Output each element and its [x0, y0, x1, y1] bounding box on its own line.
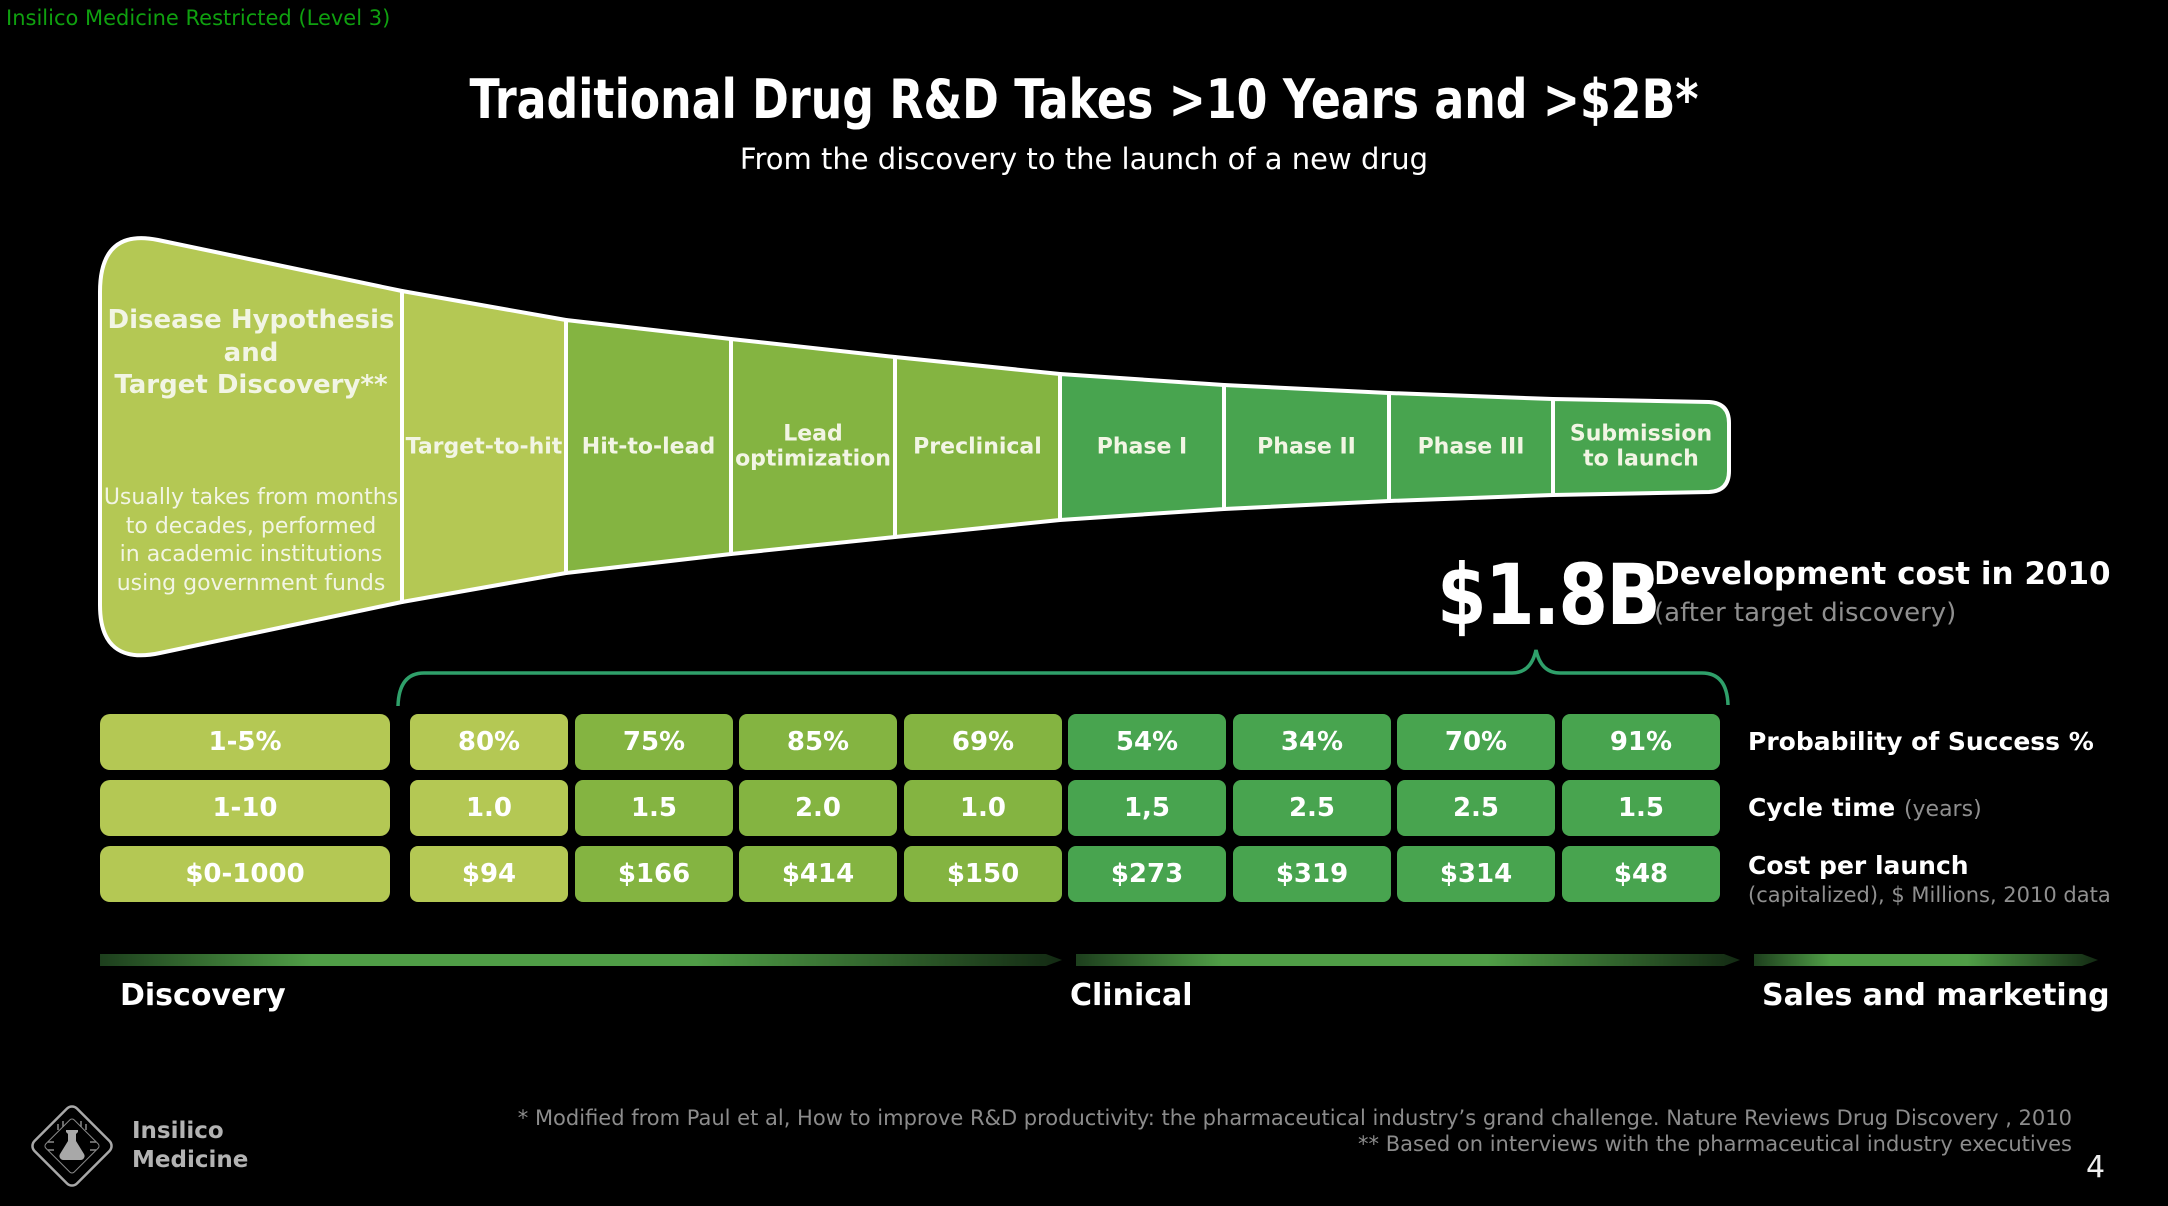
timeline-arrow-segment: [100, 954, 1062, 966]
funnel-segments: [400, 289, 1731, 604]
logo: Insilico Medicine: [24, 1098, 248, 1194]
funnel-stage-label: Target-to-hit: [405, 434, 563, 460]
row-label-text: Cost per launch: [1748, 851, 1969, 880]
timeline-label-sales: Sales and marketing: [1762, 978, 2110, 1013]
logo-text: Insilico Medicine: [132, 1117, 248, 1175]
logo-line-1: Insilico: [132, 1118, 224, 1145]
table-cell: 54%: [1068, 714, 1226, 770]
brace: [396, 649, 1730, 707]
table-cell: $273: [1068, 846, 1226, 902]
table-cell: $166: [575, 846, 733, 902]
table-cell: 70%: [1397, 714, 1555, 770]
funnel-segment: [1551, 397, 1731, 497]
page-title: Traditional Drug R&D Takes >10 Years and…: [469, 68, 1699, 131]
row-label-text: Probability of Success %: [1748, 727, 2094, 756]
logo-line-2: Medicine: [132, 1147, 249, 1173]
table-cell: 1.5: [575, 780, 733, 836]
timeline-label-clinical: Clinical: [1070, 978, 1193, 1013]
table-intro-cell: $0-1000: [100, 846, 390, 902]
funnel-stage-label: Phase I: [1096, 434, 1188, 460]
table-intro-cell: 1-10: [100, 780, 390, 836]
funnel-stage-label: Phase III: [1417, 434, 1525, 460]
funnel-intro-title: Disease Hypothesis and Target Discovery*…: [107, 305, 395, 400]
table-cell: 91%: [1562, 714, 1720, 770]
table-cell: 2.5: [1397, 780, 1555, 836]
page-number: 4: [2086, 1150, 2106, 1185]
table-cell: $150: [904, 846, 1062, 902]
table-cell: 1.0: [904, 780, 1062, 836]
table-cell: 75%: [575, 714, 733, 770]
timeline-arrow-segment: [1076, 954, 1740, 966]
funnel-intro-note: Usually takes from months to decades, pe…: [103, 485, 399, 596]
table-intro-cell: 1-5%: [100, 714, 390, 770]
table-cell: 34%: [1233, 714, 1391, 770]
funnel-stage-label: Lead optimization: [735, 421, 891, 472]
funnel-stage-label: Preclinical: [913, 434, 1042, 460]
row-label-suffix: (years): [1903, 797, 1982, 822]
funnel-intro-segment: [98, 236, 404, 658]
table-cell: 80%: [410, 714, 568, 770]
table-cell: $319: [1233, 846, 1391, 902]
funnel-stage-label: Submission to launch: [1569, 421, 1713, 472]
development-cost-amount: $1.8B: [1437, 546, 1661, 644]
development-cost-sublabel: (after target discovery): [1654, 598, 1957, 628]
table-cell: 2.5: [1233, 780, 1391, 836]
table-cell: $314: [1397, 846, 1555, 902]
funnel-stage-label: Hit-to-lead: [581, 434, 716, 460]
row-label-cost: Cost per launch (capitalized), $ Million…: [1748, 851, 2111, 907]
development-cost-label: Development cost in 2010: [1654, 556, 2111, 592]
row-label-text: Cycle time: [1748, 793, 1896, 822]
table-cell: 69%: [904, 714, 1062, 770]
timeline-arrow-segment: [1754, 954, 2098, 966]
table-cell: $414: [739, 846, 897, 902]
timeline-label-discovery: Discovery: [120, 978, 286, 1013]
footnote-1: * Modified from Paul et al, How to impro…: [517, 1106, 2072, 1130]
table-cell: $94: [410, 846, 568, 902]
funnel-stage-label: Phase II: [1257, 434, 1356, 460]
table-cell: 1.5: [1562, 780, 1720, 836]
table-cell: 1.0: [410, 780, 568, 836]
row-label-cycle-time: Cycle time (years): [1748, 793, 1982, 822]
logo-diamond-icon: [31, 1105, 113, 1187]
timeline-arrow: [100, 954, 2098, 966]
row-label-probability: Probability of Success %: [1748, 727, 2094, 756]
table-cell: 85%: [739, 714, 897, 770]
page-subtitle: From the discovery to the launch of a ne…: [739, 142, 1429, 176]
table-cell: 2.0: [739, 780, 897, 836]
row-label-suffix: (capitalized), $ Millions, 2010 data: [1748, 883, 2111, 907]
table-cell: 1,5: [1068, 780, 1226, 836]
table-cell: $48: [1562, 846, 1720, 902]
classification-label: Insilico Medicine Restricted (Level 3): [6, 6, 391, 30]
footnote-2: ** Based on interviews with the pharmace…: [1358, 1132, 2072, 1156]
